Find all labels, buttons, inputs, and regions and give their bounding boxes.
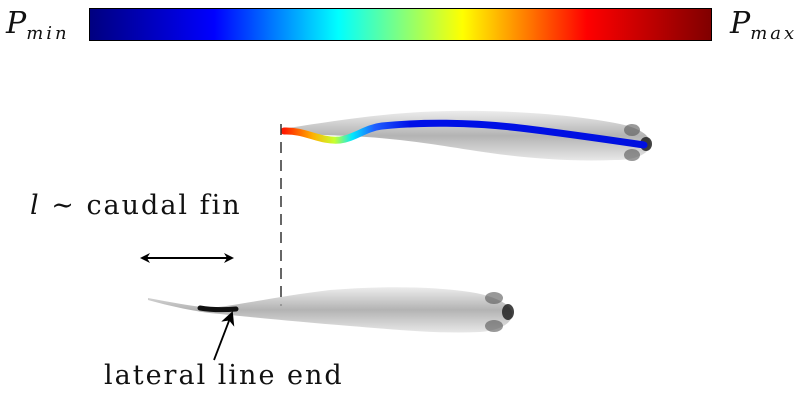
- lateral-line-pressure: [280, 119, 648, 149]
- colorbar: [89, 8, 712, 41]
- caudal-fin-label: l ∼ caudal fin: [30, 190, 242, 221]
- lateral-line-pointer: [213, 311, 235, 361]
- colorbar-min-label: Pmin: [6, 6, 70, 44]
- lower-fish-eye-right: [485, 320, 503, 332]
- lower-fish-eye-left: [485, 292, 503, 304]
- pmax-base: P: [730, 6, 751, 41]
- lower-fish-lateral-mark: [197, 305, 239, 313]
- caudal-text: ∼ caudal fin: [51, 190, 242, 221]
- caudal-symbol: l: [30, 190, 41, 221]
- pmin-sub: min: [26, 23, 70, 44]
- upper-fish-eye-right: [624, 149, 640, 161]
- pmax-sub: max: [750, 23, 798, 44]
- upper-fish: [280, 110, 652, 161]
- upper-fish-eye-left: [624, 124, 640, 136]
- lateral-line-label: lateral line end: [104, 360, 344, 391]
- lower-fish: [148, 287, 514, 333]
- pmin-base: P: [6, 6, 27, 41]
- lower-fish-head: [502, 304, 514, 320]
- colorbar-max-label: Pmax: [730, 6, 797, 44]
- lower-fish-body: [148, 287, 513, 333]
